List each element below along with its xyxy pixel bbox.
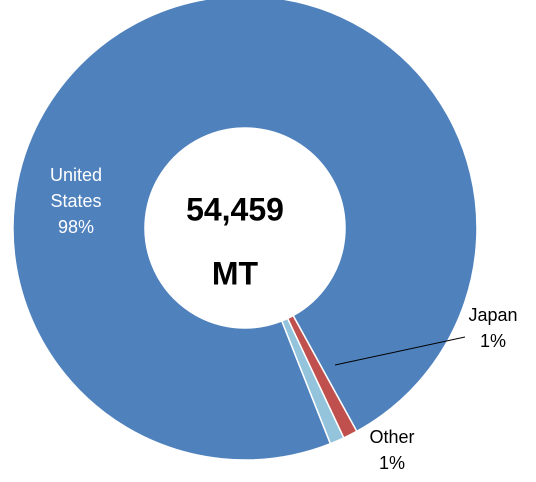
category-label: United States — [49, 165, 103, 211]
category-label: Japan — [468, 305, 518, 325]
center-text: 54,459 — [186, 191, 284, 228]
value-label: 98% — [57, 217, 95, 237]
leader-line — [334, 336, 466, 366]
slice — [280, 317, 345, 445]
category-label: Other — [369, 427, 415, 447]
value-label: 1% — [479, 331, 507, 351]
slice — [12, 0, 478, 461]
center-text: MT — [211, 255, 259, 292]
value-label: 1% — [378, 453, 406, 473]
